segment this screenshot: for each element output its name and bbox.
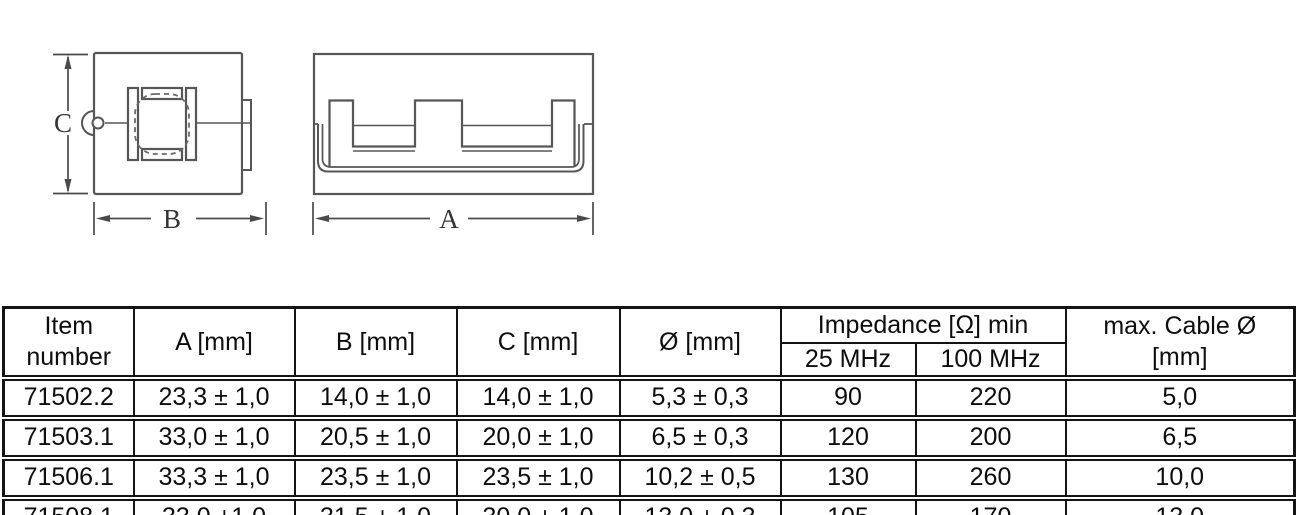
- cell-dim-b: 31,5 ± 1,0: [293, 494, 458, 515]
- arrowhead-right: [577, 215, 591, 222]
- cell-impedance-25mhz: 105: [779, 494, 917, 515]
- spec-table: Item number A [mm] B [mm] C [mm] Ø [mm] …: [2, 306, 1296, 515]
- dimension-b: B: [93, 202, 267, 235]
- dimension-c: C: [53, 53, 88, 195]
- col-header-100mhz: 100 MHz: [914, 342, 1067, 379]
- arrowhead-left: [315, 215, 329, 222]
- cell-impedance-100mhz: 170: [914, 494, 1067, 515]
- table-row: 71502.2 23,3 ± 1,0 14,0 ± 1,0 14,0 ± 1,0…: [2, 374, 1296, 419]
- cable-cavity-dashed: [134, 93, 190, 155]
- cell-dim-b: 14,0 ± 1,0: [293, 374, 458, 419]
- col-header-impedance: Impedance [Ω] min: [779, 306, 1067, 344]
- arrowhead-right: [250, 215, 264, 222]
- header-row-2: 25 MHz 100 MHz: [4, 342, 1295, 379]
- cell-dim-c: 23,5 ± 1,0: [455, 454, 621, 499]
- u-channel-inner: [321, 124, 580, 168]
- spec-table-body: 71502.2 23,3 ± 1,0 14,0 ± 1,0 14,0 ± 1,0…: [2, 374, 1296, 515]
- cell-dim-a: 33,3 ± 1,0: [132, 454, 296, 499]
- cell-item-number: 71508.1: [2, 494, 135, 515]
- cell-dim-b: 20,5 ± 1,0: [293, 414, 458, 459]
- arrowhead-down: [64, 179, 72, 193]
- cell-item-number: 71503.1: [2, 414, 135, 459]
- arrowhead-left: [96, 215, 110, 222]
- technical-drawing: C B: [53, 51, 595, 235]
- cell-dim-c: 30,0 ± 1,0: [455, 494, 621, 515]
- cell-dim-a: 33,0 ± 1,0: [132, 414, 296, 459]
- arrowhead-up: [64, 55, 72, 69]
- table-row: 71508.1 33,0 ±1,0 31,5 ± 1,0 30,0 ± 1,0 …: [2, 494, 1296, 515]
- cell-dim-c: 14,0 ± 1,0: [455, 374, 621, 419]
- latch-tab: [241, 99, 252, 171]
- cell-impedance-100mhz: 220: [914, 374, 1067, 419]
- u-channel-outer: [317, 124, 585, 173]
- cell-max-cable: 6,5: [1064, 414, 1296, 459]
- spring-clip: [328, 99, 576, 167]
- cell-item-number: 71506.1: [2, 454, 135, 499]
- cell-impedance-100mhz: 260: [914, 454, 1067, 499]
- cell-dim-a: 23,3 ± 1,0: [132, 374, 296, 419]
- col-header-item: Item number: [2, 306, 135, 379]
- table-row: 71503.1 33,0 ± 1,0 20,5 ± 1,0 20,0 ± 1,0…: [2, 414, 1296, 459]
- ferrite-end-view: [81, 51, 252, 196]
- spec-table-wrap: Item number A [mm] B [mm] C [mm] Ø [mm] …: [2, 306, 1296, 515]
- header-row-1: Item number A [mm] B [mm] C [mm] Ø [mm] …: [2, 306, 1296, 379]
- cell-dim-c: 20,0 ± 1,0: [455, 414, 621, 459]
- dimension-label-c: C: [54, 108, 72, 138]
- cell-max-cable: 10,0: [1064, 454, 1296, 499]
- cell-diameter: 10,2 ± 0,5: [618, 454, 782, 499]
- cell-diameter: 13,0 ± 0,3: [618, 494, 782, 515]
- cell-max-cable: 13,0: [1064, 494, 1296, 515]
- max-cable-line2: [mm]: [1151, 342, 1208, 371]
- col-header-25mhz: 25 MHz: [779, 342, 917, 379]
- core-half-top: [140, 86, 184, 101]
- cell-max-cable: 5,0: [1064, 374, 1296, 419]
- table-row: 71506.1 33,3 ± 1,0 23,5 ± 1,0 23,5 ± 1,0…: [2, 454, 1296, 499]
- cell-diameter: 5,3 ± 0,3: [618, 374, 782, 419]
- dimension-label-a: A: [439, 204, 459, 234]
- cell-item-number: 71502.2: [2, 374, 135, 419]
- hinge-pin: [91, 116, 105, 130]
- col-header-b: B [mm]: [293, 306, 458, 379]
- cell-impedance-25mhz: 120: [779, 414, 917, 459]
- inner-bar-right: [184, 86, 198, 162]
- col-header-a: A [mm]: [132, 306, 296, 379]
- cell-impedance-25mhz: 130: [779, 454, 917, 499]
- col-header-c: C [mm]: [455, 306, 621, 379]
- cell-dim-a: 33,0 ±1,0: [132, 494, 296, 515]
- cell-diameter: 6,5 ± 0,3: [618, 414, 782, 459]
- max-cable-line1: max. Cable Ø: [1103, 312, 1257, 341]
- dimension-a: A: [312, 202, 594, 235]
- dimension-label-b: B: [163, 204, 181, 234]
- cell-dim-b: 23,5 ± 1,0: [293, 454, 458, 499]
- cell-impedance-100mhz: 200: [914, 414, 1067, 459]
- cell-impedance-25mhz: 90: [779, 374, 917, 419]
- inner-bar-left: [126, 86, 140, 162]
- col-header-diameter: Ø [mm]: [618, 306, 782, 379]
- ferrite-side-view: [312, 52, 595, 196]
- col-header-max-cable: max. Cable Ø [mm]: [1064, 306, 1296, 379]
